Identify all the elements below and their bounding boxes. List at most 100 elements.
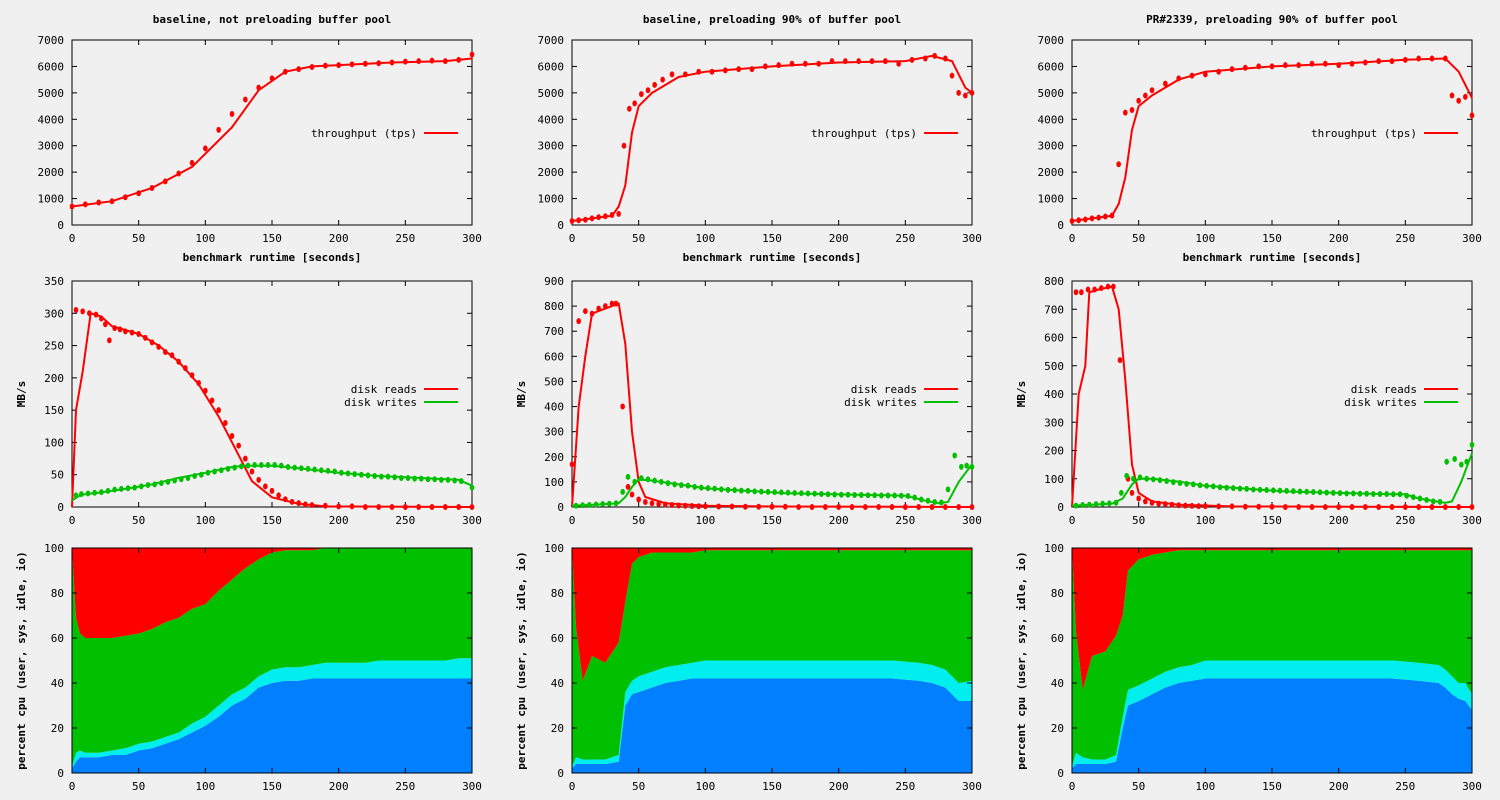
y-axis-label: MB/s [515,381,528,408]
data-point [452,477,457,484]
data-point [863,504,868,510]
data-point [663,501,668,508]
data-point [1257,486,1263,493]
data-point [669,501,675,508]
data-point [443,504,448,510]
data-point [123,194,128,201]
data-point [1384,491,1389,498]
data-point [303,501,308,508]
y-axis-label: MB/s [15,381,28,408]
data-point [332,468,337,475]
data-point [269,487,275,494]
x-tick-label: 300 [962,780,982,793]
x-tick-label: 0 [1069,780,1076,793]
data-point [1216,503,1221,510]
data-point [216,126,221,133]
data-point [712,485,717,492]
data-point [607,500,612,507]
data-point [1309,60,1315,67]
data-point [1283,62,1288,69]
data-point [1349,60,1355,67]
data-point [456,56,461,63]
data-point [1456,97,1461,104]
data-point [112,486,117,493]
data-point [1269,63,1275,70]
data-point [949,72,955,79]
data-point [117,326,123,333]
data-point [1143,92,1148,99]
data-point [823,504,828,510]
y-tick-label: 6000 [538,60,565,73]
data-point [1197,482,1203,489]
data-point [1444,458,1449,465]
x-tick-label: 100 [195,232,215,245]
data-point [1151,476,1156,483]
data-point [812,490,817,497]
y-tick-label: 60 [51,632,64,645]
data-point [1349,504,1355,510]
data-point [932,52,937,59]
data-point [1119,489,1124,496]
data-point [665,480,671,487]
data-point [956,89,961,96]
panel-disk-pr [1071,280,1475,510]
panel-cpu-pr [1071,547,1473,774]
x-tick-label: 200 [829,780,849,793]
legend-label: disk writes [1344,396,1417,409]
y-tick-label: 7000 [38,34,65,47]
y-tick-label: 2000 [38,166,65,179]
data-point [636,496,641,503]
data-point [1163,80,1168,87]
data-point [573,502,579,509]
data-point [176,358,181,365]
x-tick-label: 0 [569,780,576,793]
x-tick-label: 50 [132,514,145,527]
chart-title: PR#2339, preloading 90% of buffer pool [1146,13,1398,26]
data-point [456,504,461,510]
data-point [1264,487,1269,494]
data-point [112,325,117,332]
data-point [609,300,615,307]
data-point [107,337,112,344]
y-tick-label: 800 [1044,275,1064,288]
y-tick-label: 150 [44,404,64,417]
data-point [305,465,311,472]
y-tick-label: 40 [1051,677,1064,690]
x-tick-label: 100 [195,780,215,793]
area-sys [72,658,472,769]
data-point [363,60,368,67]
panel-cpu-preload [571,547,973,774]
y-tick-label: 100 [544,476,564,489]
data-point [429,504,435,510]
legend-label: throughput (tps) [1311,127,1417,140]
data-point [859,491,864,498]
y-tick-label: 0 [557,219,564,232]
data-point [1107,500,1112,507]
data-point [339,469,344,476]
x-tick-label: 50 [1132,232,1145,245]
data-point [669,71,675,78]
data-point [256,84,261,91]
data-point [839,491,844,498]
x-tick-label: 0 [1069,232,1076,245]
data-point [829,58,835,65]
y-tick-label: 5000 [1038,87,1065,100]
data-point [836,504,841,510]
data-point [763,63,768,70]
data-point [1217,484,1223,491]
data-point [580,502,585,509]
data-point [363,504,368,510]
y-tick-label: 100 [44,542,64,555]
data-point [443,58,448,65]
x-tick-label: 50 [132,232,145,245]
data-point [185,474,191,481]
data-point [692,483,697,490]
y-tick-label: 7000 [538,34,565,47]
data-point [1459,461,1464,468]
y-axis-label: percent cpu (user, sys, idle, io) [1015,551,1028,770]
data-point [125,485,131,492]
data-point [1389,58,1395,65]
data-point [703,503,708,510]
data-point [1149,87,1155,94]
data-point [932,498,937,505]
